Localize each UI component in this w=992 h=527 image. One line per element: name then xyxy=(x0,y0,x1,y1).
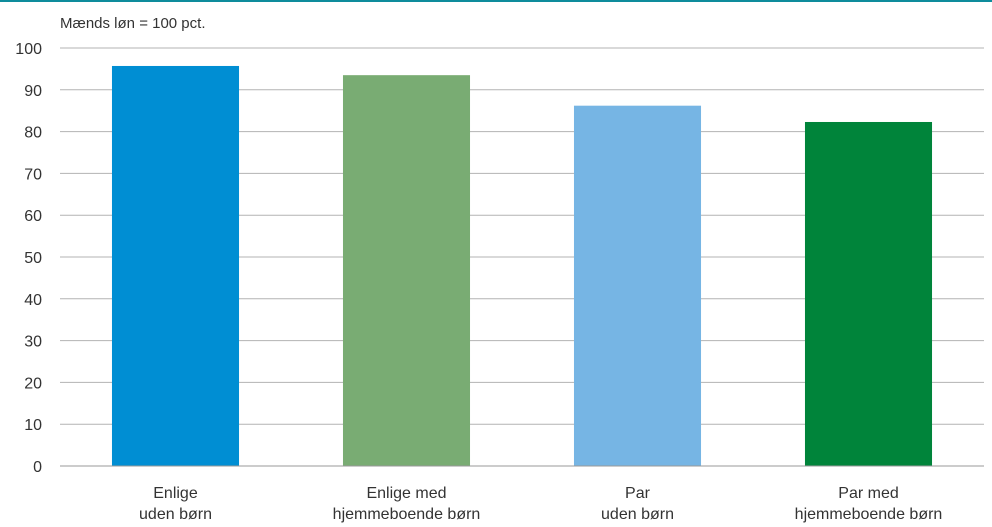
y-axis-label: Mænds løn = 100 pct. xyxy=(60,15,206,32)
y-axis-ticks: 0 10 20 30 40 50 60 70 80 90 100 xyxy=(15,41,42,476)
x-category-line: Enlige med xyxy=(366,485,446,502)
y-tick-label: 70 xyxy=(24,166,42,183)
y-tick-label: 50 xyxy=(24,250,42,267)
y-tick-label: 10 xyxy=(24,417,42,434)
y-tick-label: 100 xyxy=(15,41,42,58)
bar xyxy=(804,121,933,467)
bar xyxy=(111,65,240,466)
x-category-line: Par xyxy=(625,485,651,502)
bar xyxy=(573,105,702,467)
bar xyxy=(342,75,471,467)
x-category-line: Enlige xyxy=(153,485,198,502)
x-category-label: Enlige uden børn xyxy=(139,485,212,523)
x-category-label: Par uden børn xyxy=(601,485,674,523)
x-category-line: hjemmeboende børn xyxy=(795,506,943,523)
x-category-line: hjemmeboende børn xyxy=(333,506,481,523)
y-tick-label: 40 xyxy=(24,292,42,309)
y-tick-label: 80 xyxy=(24,125,42,142)
x-category-line: Par med xyxy=(838,485,898,502)
bars xyxy=(111,65,933,467)
y-tick-label: 30 xyxy=(24,334,42,351)
x-category-line: uden børn xyxy=(601,506,674,523)
x-category-label: Par med hjemmeboende børn xyxy=(795,485,943,523)
x-axis-labels: Enlige uden børn Enlige med hjemmeboende bø… xyxy=(139,485,942,523)
y-tick-label: 20 xyxy=(24,375,42,392)
x-category-line: uden børn xyxy=(139,506,212,523)
y-tick-label: 0 xyxy=(33,459,42,476)
top-accent-line xyxy=(0,0,992,2)
x-category-label: Enlige med hjemmeboende børn xyxy=(333,485,481,523)
y-tick-label: 90 xyxy=(24,83,42,100)
y-tick-label: 60 xyxy=(24,208,42,225)
